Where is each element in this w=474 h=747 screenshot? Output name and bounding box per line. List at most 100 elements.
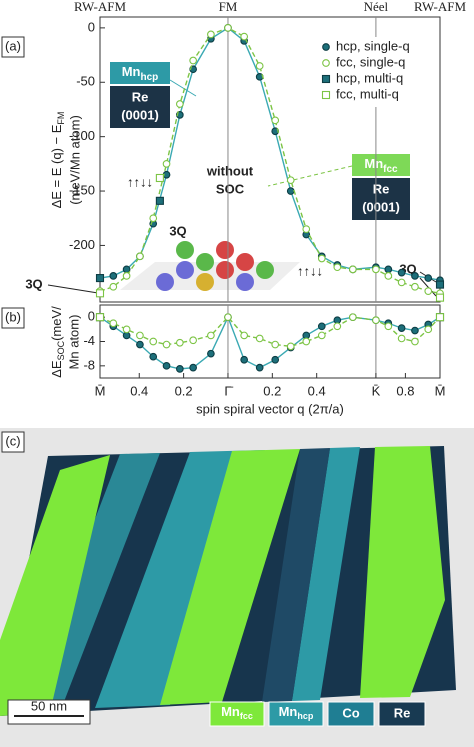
data-marker [435,293,445,302]
data-marker [271,340,280,349]
annotation: 3Q [25,276,42,291]
data-marker [411,326,419,335]
data-marker [286,187,295,195]
substrate-label: (0001) [121,107,159,122]
x-tick-label: M̄ [435,383,446,398]
top-tick-label: FM [219,0,238,14]
data-marker [240,32,249,41]
annotation: SOC [216,181,245,196]
scale-bar-label: 50 nm [31,698,67,713]
substrate-label: Re [132,89,149,104]
pointer-arrow [267,165,353,187]
legend-marker [322,59,330,67]
panel-label: (c) [5,433,20,448]
plot-area [95,24,445,302]
legend-label: Re [394,705,411,720]
data-marker [286,342,295,351]
y-tick-label: -200 [69,237,95,252]
data-marker [149,352,158,361]
annotation: 3Q [169,223,186,238]
data-marker [424,325,433,334]
mn-fcc-box [352,154,410,176]
x-tick-label: 0.4 [130,383,148,398]
data-marker [397,324,406,332]
legend-label: Co [342,705,359,720]
substrate-box [110,86,170,128]
legend-swatch [268,701,324,727]
data-marker [435,313,445,322]
data-marker [240,355,249,364]
plot-area [95,313,445,373]
data-marker [122,325,131,334]
data-marker [162,340,171,349]
data-marker [255,334,264,343]
legend-label: Mnhcp [279,704,314,721]
data-marker [255,363,264,372]
data-marker [435,280,445,289]
top-tick-label: Néel [364,0,389,14]
data-marker [149,214,158,223]
data-marker [224,24,232,32]
panel-label: (b) [5,309,21,324]
y-axis-label: (meV/Mn atom) [67,115,82,205]
data-marker [175,338,184,347]
data-marker [189,56,198,65]
data-marker [348,265,357,274]
legend-label: hcp, single-q [336,38,410,53]
data-marker [162,160,171,168]
data-marker [255,62,264,70]
data-marker [122,272,131,280]
y-tick-label: -150 [69,182,95,197]
panel-label-box [1,36,25,58]
legend-label-base: Mn [279,704,298,719]
mn-hcp-label: Mnhcp [122,64,159,82]
legend-label: fcc, multi-q [336,86,399,101]
data-marker [333,322,342,331]
mn-hcp-box [110,62,170,84]
data-marker [397,334,406,343]
data-marker [224,313,232,322]
data-marker [109,282,118,291]
top-tick-label: RW-AFM [74,0,126,14]
data-marker [286,176,295,185]
data-marker [95,313,105,322]
data-marker [136,252,144,261]
y-axis-label: ΔE = E (q) − EFM [49,112,66,209]
stm-image [0,446,456,716]
legend-marker [321,74,331,84]
data-marker [333,263,342,272]
data-marker [384,265,393,274]
annotation: ↑↑↓↓ [297,263,323,278]
legend-box [316,37,436,107]
data-marker [317,254,326,263]
data-marker [317,331,326,340]
y-tick-label: -8 [83,357,95,372]
panel-label-box [1,307,25,329]
data-marker [411,282,419,291]
data-marker [424,274,433,282]
legend-label-base: Mn [221,704,240,719]
data-marker [207,30,215,39]
data-marker [207,349,215,358]
pointer-arrow [47,284,99,294]
data-marker [397,278,406,287]
data-marker [175,365,184,373]
data-marker [155,173,164,183]
y-axis-label: Mn atom) [66,315,81,370]
legend-label: Mnfcc [221,704,253,721]
data-marker [424,287,433,295]
data-marker [189,363,198,372]
x-tick-label: Γ̄ [224,383,233,398]
y-tick-label: 0 [88,19,95,34]
data-marker [411,337,419,346]
data-marker [317,322,326,331]
y-tick-label: 0 [88,309,95,324]
legend-label-sub: hcp [297,711,314,721]
legend-swatch [327,701,375,727]
x-axis-label: spin spiral vector q (2π/a) [196,401,344,416]
mn-fcc-label: Mnfcc [364,156,398,174]
data-marker [302,225,311,233]
annotation: without [206,163,254,178]
data-marker [175,100,184,108]
data-marker [302,337,311,346]
